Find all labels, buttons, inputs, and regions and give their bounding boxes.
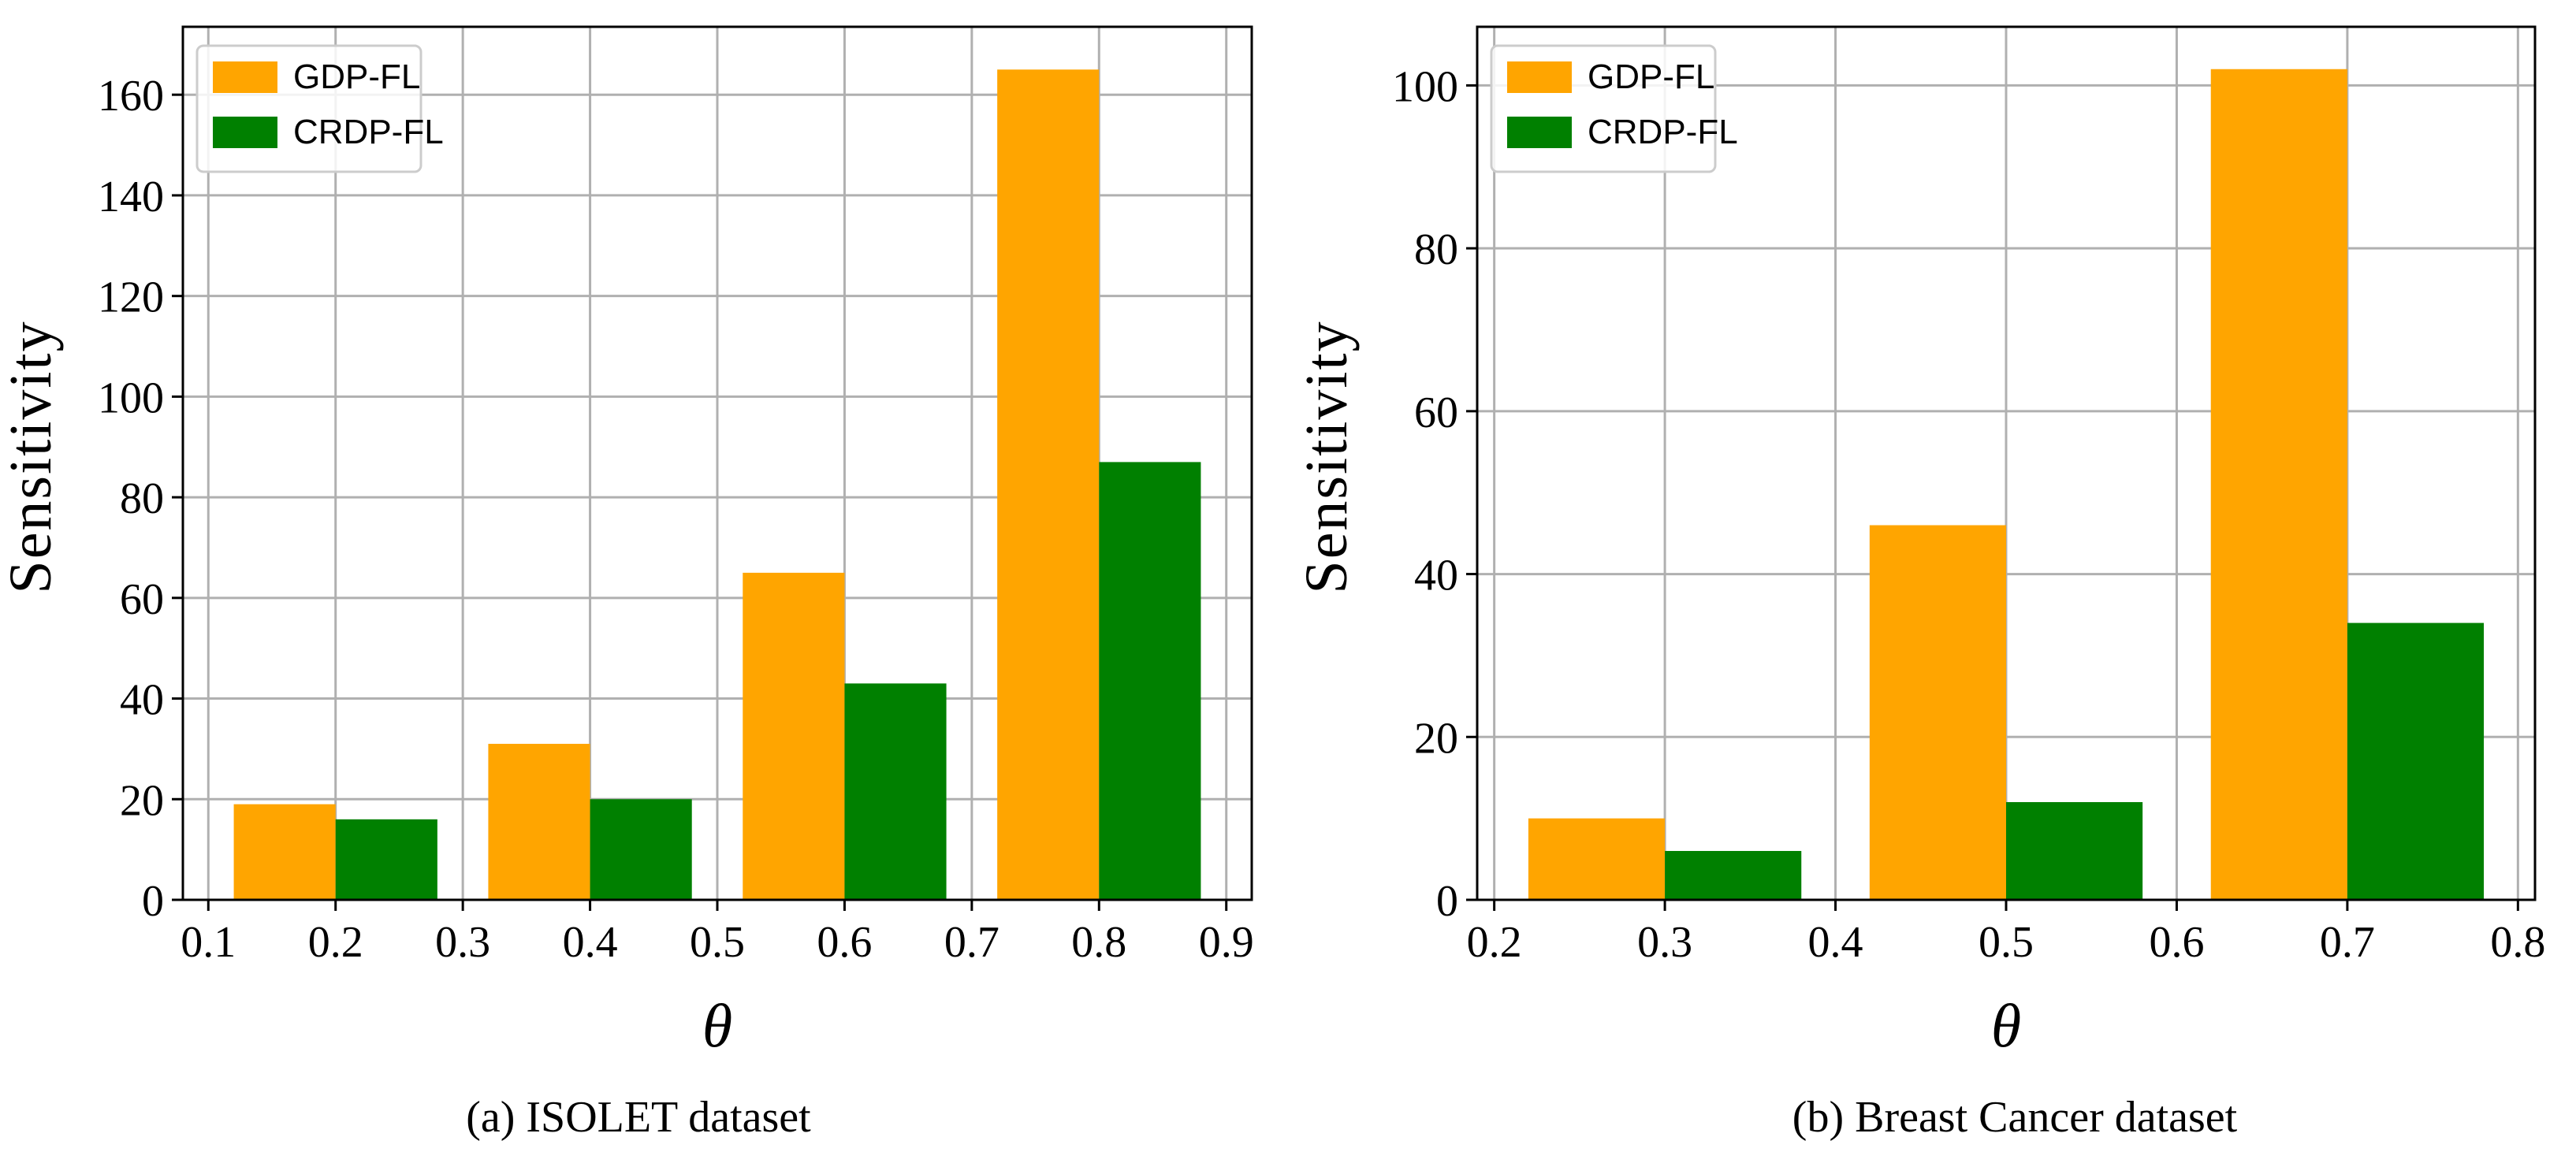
y-tick-label: 20 xyxy=(1414,714,1458,763)
legend-label-gdp-fl: GDP-FL xyxy=(293,58,420,96)
x-tick-label: 0.1 xyxy=(181,918,236,967)
y-tick-label: 100 xyxy=(1392,62,1458,111)
x-axis-title: θ xyxy=(1991,991,2021,1060)
x-tick-label: 0.3 xyxy=(1637,918,1692,967)
y-tick-label: 80 xyxy=(120,474,164,523)
y-tick-label: 120 xyxy=(98,273,164,322)
legend-label-gdp-fl: GDP-FL xyxy=(1588,58,1714,96)
y-tick-label: 0 xyxy=(1436,877,1458,926)
bar-gdp-fl-0.7 xyxy=(2210,69,2347,901)
bar-gdp-fl-0.2 xyxy=(233,804,336,900)
legend: GDP-FL CRDP-FL xyxy=(195,44,444,173)
chart-panel-1: 0.1 0.2 0.3 0.4 0.5 0.6 0.7 0.8 0.9 0 20 40 60 80 100 1… xyxy=(0,25,1254,1142)
legend-swatch-crdp-fl xyxy=(1507,117,1572,148)
bar-gdp-fl-0.5 xyxy=(1869,525,2006,900)
bar-crdp-fl-0.2 xyxy=(335,819,437,900)
y-tick-label: 140 xyxy=(98,173,164,221)
bar-gdp-fl-0.8 xyxy=(997,69,1100,900)
x-tick-label: 0.8 xyxy=(1071,918,1126,967)
x-tick-label: 0.9 xyxy=(1199,918,1254,967)
bar-crdp-fl-0.4 xyxy=(590,799,692,900)
legend-swatch-crdp-fl xyxy=(213,117,277,148)
x-tick-label: 0.2 xyxy=(308,918,363,967)
x-tick-label: 0.5 xyxy=(690,918,745,967)
y-tick-label: 20 xyxy=(120,776,164,825)
x-tick-label: 0.4 xyxy=(1808,918,1863,967)
chart-panel-2: 0.2 0.3 0.4 0.5 0.6 0.7 0.8 0 20 40 60 80 100 θ Sensit… xyxy=(1294,25,2545,1142)
y-tick-label: 40 xyxy=(120,676,164,725)
bar-crdp-fl-0.6 xyxy=(844,683,947,900)
legend-swatch-gdp-fl xyxy=(213,61,277,93)
legend-label-crdp-fl: CRDP-FL xyxy=(293,113,444,151)
y-tick-label: 60 xyxy=(1414,388,1458,437)
bar-gdp-fl-0.6 xyxy=(743,572,845,900)
legend-swatch-gdp-fl xyxy=(1507,61,1572,93)
bar-crdp-fl-0.8 xyxy=(1099,462,1201,900)
x-tick-label: 0.3 xyxy=(435,918,490,967)
y-tick-label: 160 xyxy=(98,72,164,121)
y-tick-label: 80 xyxy=(1414,225,1458,274)
y-tick-label: 60 xyxy=(120,575,164,624)
x-axis-title: θ xyxy=(702,991,732,1060)
bar-crdp-fl-0.5 xyxy=(2006,801,2143,900)
bar-crdp-fl-0.3 xyxy=(1665,850,1802,900)
x-tick-label: 0.2 xyxy=(1467,918,1522,967)
y-tick-label: 40 xyxy=(1414,552,1458,600)
bars xyxy=(233,69,1201,900)
y-axis-title: Sensitivity xyxy=(0,320,64,593)
bar-gdp-fl-0.4 xyxy=(488,744,590,900)
x-tick-label: 0.4 xyxy=(563,918,618,967)
legend: GDP-FL CRDP-FL xyxy=(1490,44,1738,173)
figure-caption: (a) ISOLET dataset xyxy=(466,1093,811,1142)
bar-crdp-fl-0.7 xyxy=(2347,622,2485,900)
figure-caption: (b) Breast Cancer dataset xyxy=(1792,1093,2238,1142)
legend-label-crdp-fl: CRDP-FL xyxy=(1588,113,1738,151)
y-axis-title: Sensitivity xyxy=(1294,320,1360,593)
x-tick-label: 0.5 xyxy=(1979,918,2034,967)
bar-gdp-fl-0.3 xyxy=(1528,818,1666,900)
bars xyxy=(1528,69,2485,901)
x-tick-label: 0.6 xyxy=(2149,918,2204,967)
y-tick-label: 0 xyxy=(142,877,164,926)
x-tick-label: 0.6 xyxy=(817,918,872,967)
x-tick-label: 0.7 xyxy=(2320,918,2375,967)
x-tick-label: 0.8 xyxy=(2490,918,2545,967)
x-tick-label: 0.7 xyxy=(944,918,1000,967)
y-tick-label: 100 xyxy=(98,373,164,422)
